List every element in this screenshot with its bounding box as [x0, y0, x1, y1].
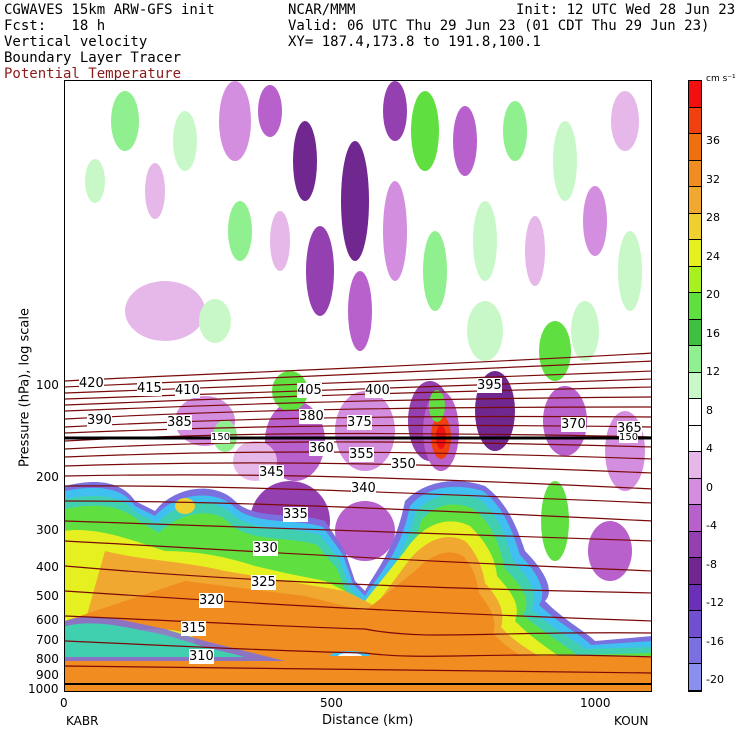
colorbar-label: -8 [706, 557, 717, 571]
colorbar-segment [689, 346, 701, 373]
colorbar-label: -4 [706, 519, 717, 532]
init-time: Init: 12 UTC Wed 28 Jun 23 [516, 2, 736, 18]
colorbar-label: -12 [706, 596, 724, 609]
model-title: CGWAVES 15km ARW-GFS init [4, 2, 215, 18]
colorbar-label: 32 [706, 172, 720, 186]
theta-label: 400 [365, 383, 390, 398]
colorbar-segment [689, 664, 701, 691]
org-label: NCAR/MMM [288, 2, 356, 18]
theta-label: 320 [199, 593, 224, 608]
theta-label: 345 [259, 465, 284, 480]
y-tick-label: 200 [36, 470, 59, 484]
colorbar-segment [689, 425, 701, 453]
colorbar-segment [689, 293, 701, 320]
colorbar-segment [689, 399, 701, 426]
x-tick-label: 0 [60, 696, 68, 710]
tropopause-label: 150 [211, 432, 231, 443]
valid-time: Valid: 06 UTC Thu 29 Jun 23 (01 CDT Thu … [288, 18, 710, 34]
y-tick-label: 700 [36, 633, 59, 647]
y-tick-label: 800 [36, 652, 59, 666]
theta-label: 395 [477, 378, 502, 393]
x-tick-label: 1000 [580, 696, 611, 710]
cross-section-plot: 420 415 410 405 400 395 390 385 380 375 … [64, 80, 652, 692]
theta-label: 340 [351, 481, 376, 496]
theta-label: 375 [347, 415, 372, 430]
colorbar [688, 80, 702, 692]
theta-label: 355 [349, 447, 374, 462]
colorbar-segment [689, 266, 701, 294]
colorbar-label: 20 [706, 288, 720, 301]
colorbar-segment [689, 319, 701, 347]
colorbar-segment [689, 637, 701, 665]
theta-label: 330 [253, 541, 278, 556]
colorbar-label: -20 [706, 673, 724, 686]
theta-label: 350 [391, 457, 416, 472]
y-tick-label: 900 [36, 668, 59, 682]
y-axis-title: Pressure (hPa), log scale [17, 308, 33, 467]
field-vertical-velocity: Vertical velocity [4, 34, 148, 50]
colorbar-segment [689, 187, 701, 214]
colorbar-label: 36 [706, 134, 720, 147]
theta-label: 370 [561, 417, 586, 432]
colorbar-label: 12 [706, 365, 720, 378]
tropopause-label: 150 [619, 432, 639, 443]
colorbar-label: 16 [706, 326, 720, 340]
x-axis-title: Distance (km) [322, 713, 414, 728]
colorbar-segment [689, 452, 701, 479]
colorbar-label: 4 [706, 442, 713, 455]
colorbar-segment [689, 134, 701, 161]
y-tick-label: 500 [36, 589, 59, 603]
colorbar-label: 28 [706, 211, 720, 224]
end-station-label: KOUN [614, 714, 649, 728]
start-station-label: KABR [66, 714, 99, 728]
colorbar-segment [689, 240, 701, 267]
theta-label: 415 [137, 381, 162, 396]
colorbar-segment [689, 213, 701, 241]
cross-section-coords: XY= 187.4,173.8 to 191.8,100.1 [288, 34, 541, 50]
colorbar-label: 0 [706, 480, 713, 494]
field-potential-temperature: Potential Temperature [4, 66, 182, 82]
theta-label: 420 [79, 376, 104, 391]
colorbar-label: 8 [706, 403, 713, 417]
theta-label: 315 [181, 621, 206, 636]
colorbar-segment [689, 531, 701, 559]
colorbar-segment [689, 478, 701, 506]
colorbar-unit: cm s⁻¹ [706, 74, 736, 84]
colorbar-segment [689, 372, 701, 400]
field-boundary-layer-tracer: Boundary Layer Tracer [4, 50, 182, 66]
colorbar-segment [689, 505, 701, 532]
theta-label: 310 [189, 649, 214, 664]
colorbar-segment [689, 584, 701, 612]
y-tick-label: 400 [36, 560, 59, 574]
theta-label: 335 [283, 507, 308, 522]
colorbar-label: -16 [706, 634, 724, 648]
x-tick-label: 500 [320, 696, 343, 710]
theta-label: 405 [297, 383, 322, 398]
theta-label: 360 [309, 441, 334, 456]
y-tick-label: 1000 [28, 682, 59, 696]
theta-label: 385 [167, 415, 192, 430]
colorbar-segment [689, 107, 701, 135]
theta-label: 410 [175, 383, 200, 398]
colorbar-segment [689, 81, 701, 108]
colorbar-segment [689, 160, 701, 188]
y-tick-label: 300 [36, 523, 59, 537]
y-tick-label: 600 [36, 613, 59, 627]
colorbar-segment [689, 558, 701, 585]
colorbar-label: 24 [706, 249, 720, 263]
colorbar-segment [689, 611, 701, 638]
theta-label: 325 [251, 575, 276, 590]
forecast-hour: Fcst: 18 h [4, 18, 106, 34]
theta-label: 390 [87, 413, 112, 428]
theta-label: 380 [299, 409, 324, 424]
y-tick-label: 100 [36, 378, 59, 392]
